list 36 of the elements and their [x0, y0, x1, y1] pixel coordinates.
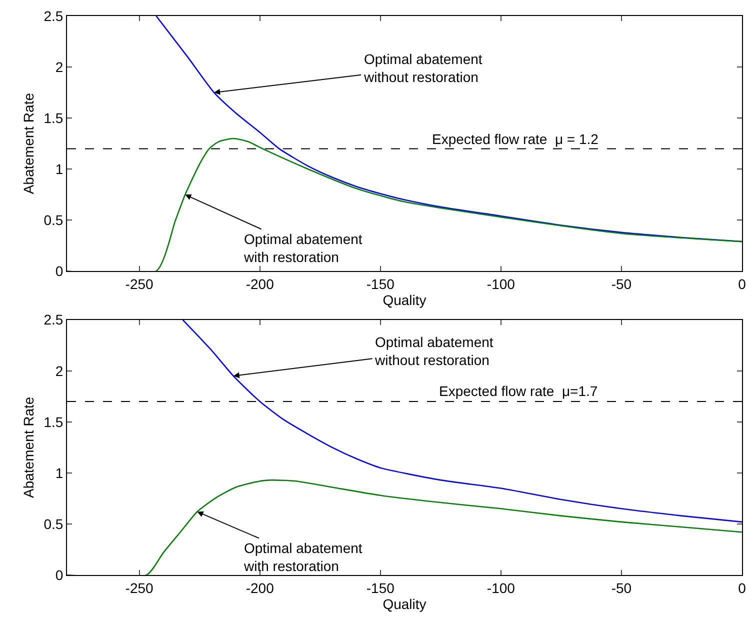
ref-line-label: Expected flow rate μ=1.7 [439, 383, 598, 399]
x-tick-label: 0 [738, 276, 746, 292]
y-tick-label: 1.5 [44, 414, 64, 430]
x-tick-label: -50 [611, 276, 632, 292]
y-tick-label: 2 [55, 362, 64, 379]
y-tick-label: 0.5 [44, 212, 64, 228]
line-series [67, 479, 742, 575]
y-tick-label: 0 [55, 566, 64, 583]
x-tick-label: -200 [246, 580, 274, 596]
annotation: Optimal abatement with restoration [243, 540, 362, 574]
x-tick-label: -100 [486, 276, 516, 292]
x-tick-label: 0 [738, 580, 746, 596]
x-tick-label: -250 [125, 580, 154, 596]
x-axis-title: Quality [382, 596, 426, 612]
y-tick-label: 2.5 [44, 8, 64, 24]
line-series [182, 320, 742, 523]
y-tick-label: 2 [55, 58, 64, 75]
x-tick-label: -200 [246, 276, 274, 292]
y-tick-label: 1.5 [44, 110, 64, 126]
x-tick-label: -100 [486, 580, 516, 596]
y-tick-label: 2.5 [44, 312, 64, 328]
y-axis-title: Abatement Rate [20, 396, 36, 498]
y-axis-title: Abatement Rate [20, 92, 36, 194]
y-tick-label: 0 [55, 263, 64, 280]
x-tick-label: -250 [125, 276, 154, 292]
x-tick-label: -50 [611, 580, 632, 596]
y-tick-label: 1 [55, 161, 64, 178]
x-tick-label: -150 [366, 276, 395, 292]
annotation: Optimal abatement with restoration [243, 231, 362, 266]
x-tick-label: -150 [366, 580, 395, 596]
y-tick-label: 0.5 [44, 516, 64, 532]
annotation: Optimal abatement without restoration [363, 51, 482, 86]
x-axis-title: Quality [382, 292, 426, 308]
annotation: Optimal abatement without restoration [374, 334, 494, 368]
y-tick-label: 1 [55, 464, 64, 481]
ref-line-label: Expected flow rate μ = 1.2 [432, 131, 599, 147]
